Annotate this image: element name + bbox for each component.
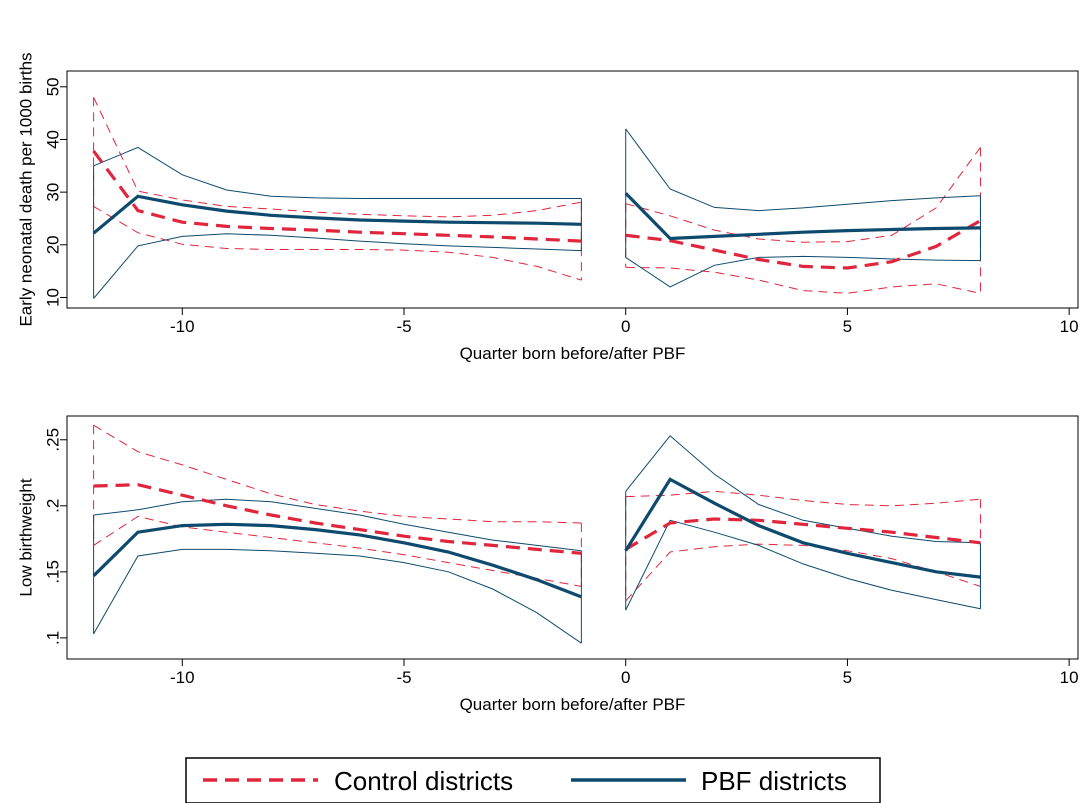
y-tick-label: .25 <box>44 428 63 452</box>
y-axis-label: Early neonatal death per 1000 births <box>17 52 36 326</box>
pbf-ci-lower-line <box>625 255 981 288</box>
plot-area-frame <box>66 415 1079 660</box>
pbf-estimate-line <box>92 522 582 599</box>
pbf-ci-upper-line <box>93 146 582 199</box>
control-ci-upper-line <box>93 424 582 524</box>
panel-low-birthweight: -10 -5 0 5 10 .1 .15 .2 .25 Quarter born before/a… <box>17 415 1079 714</box>
control-ci-upper-line <box>625 147 981 243</box>
plot-area-frame <box>66 70 1079 309</box>
x-tick-label: -10 <box>170 668 195 687</box>
panel-early-neonatal-death: -10 -5 0 5 10 10 20 30 40 50 Quarter born before/a… <box>17 52 1079 363</box>
y-tick-label: .1 <box>44 631 63 645</box>
pbf-estimate-line <box>92 194 582 235</box>
x-axis-label: Quarter born before/after PBF <box>460 695 686 714</box>
x-tick-label: -5 <box>396 317 411 336</box>
y-axis-label: Low birthweight <box>17 478 36 596</box>
pbf-ci-lower-line <box>93 548 582 644</box>
control-ci-lower-line <box>625 266 981 294</box>
y-tick-label: .15 <box>44 560 63 584</box>
pbf-estimate-line <box>624 477 981 579</box>
x-tick-label: 5 <box>843 317 852 336</box>
control-ci-upper-line <box>625 490 981 507</box>
control-ci-upper-line <box>93 97 582 218</box>
pbf-ci-upper-line <box>93 498 582 552</box>
pbf-estimate-line <box>624 192 981 241</box>
x-tick-label: 0 <box>621 668 630 687</box>
control-estimate-line <box>92 150 582 243</box>
x-tick-label: 10 <box>1060 668 1079 687</box>
y-tick-label: 30 <box>44 183 63 202</box>
pbf-ci-upper-line <box>625 435 981 544</box>
pbf-ci-lower-line <box>625 519 981 611</box>
x-tick-label: -10 <box>170 317 195 336</box>
control-estimate-line <box>625 219 982 270</box>
legend-pbf-label: PBF districts <box>701 766 847 796</box>
y-tick-label: .2 <box>44 499 63 513</box>
legend-control-label: Control districts <box>334 766 513 796</box>
x-axis-label: Quarter born before/after PBF <box>460 344 686 363</box>
x-tick-label: 5 <box>843 668 852 687</box>
y-tick-label: 40 <box>44 130 63 149</box>
y-tick-label: 20 <box>44 235 63 254</box>
x-tick-label: -5 <box>396 668 411 687</box>
y-tick-label: 10 <box>44 288 63 307</box>
y-tick-label: 50 <box>44 77 63 96</box>
x-tick-label: 0 <box>621 317 630 336</box>
pbf-ci-lower-line <box>93 233 582 299</box>
control-estimate-line <box>93 483 582 555</box>
pbf-ci-upper-line <box>625 128 981 212</box>
x-tick-label: 10 <box>1060 317 1079 336</box>
control-estimate-line <box>624 517 981 551</box>
legend: Control districts PBF districts <box>185 757 881 803</box>
control-ci-lower-line <box>625 543 981 602</box>
